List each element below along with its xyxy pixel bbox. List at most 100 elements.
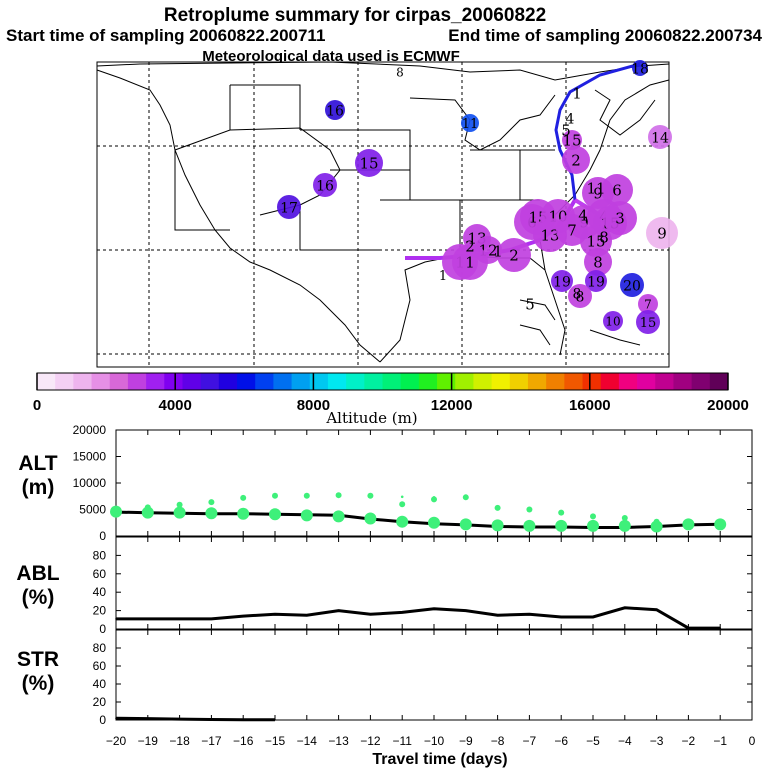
plume-age-label: 4	[566, 111, 575, 127]
plume-circle	[648, 125, 672, 149]
altitude-dot	[399, 501, 406, 508]
plume-age-label: 7	[567, 222, 577, 240]
plume-circle	[568, 284, 592, 308]
plume-circle	[452, 244, 488, 280]
x-tick-label: −10	[424, 734, 445, 748]
altitude-dot	[305, 494, 309, 498]
series-point	[115, 717, 117, 719]
x-tick-label: −12	[360, 734, 381, 748]
y-tick-label: 5000	[79, 503, 106, 517]
y-tick-label: 20	[93, 604, 107, 618]
series-line	[116, 606, 721, 630]
y-tick-label: 20000	[73, 423, 107, 437]
plume-age-label: 2	[465, 238, 475, 256]
x-tick-label: −19	[138, 734, 159, 748]
series-point	[306, 614, 308, 616]
plume-circle	[562, 130, 582, 150]
altitude-dot	[526, 506, 533, 513]
altitude-dot	[173, 506, 186, 519]
altitude-dot	[400, 495, 404, 499]
panel-label: STR (%)	[17, 648, 59, 695]
plume-age-label: 9	[657, 225, 667, 243]
y-tick-label: 60	[93, 659, 107, 673]
panel-frame	[115, 629, 753, 721]
plume-markers: 1881615161711141312615109415391372215961…	[277, 60, 678, 334]
colorbar-cell	[291, 373, 311, 390]
colorbar-cell	[109, 373, 129, 390]
colorbar-tick-label: 12000	[431, 397, 473, 414]
plume-circle	[562, 146, 590, 174]
plume-circle	[313, 173, 337, 197]
series-point	[401, 611, 404, 614]
colorbar-cell	[218, 373, 238, 390]
end-time-label: End time of sampling 20060822.200734	[448, 26, 762, 45]
x-tick-label: −15	[265, 734, 286, 748]
x-tick-label: −9	[459, 734, 473, 748]
altitude-dot	[717, 521, 724, 528]
colorbar-cell	[55, 373, 74, 390]
plume-age-label: 19	[553, 274, 571, 290]
colorbar-cell	[473, 373, 493, 390]
colorbar-cell	[364, 373, 383, 390]
plume-circle	[646, 217, 678, 249]
y-tick-label: 10000	[73, 476, 107, 490]
plume-age-label: 1	[493, 243, 503, 261]
y-tick-label: 0	[99, 713, 106, 727]
figure-title: Retroplume summary for cirpas_20060822	[164, 5, 546, 26]
colorbar-cell	[237, 373, 256, 390]
colorbar-cell	[346, 373, 365, 390]
series-point	[147, 717, 149, 720]
altitude-dot	[431, 496, 437, 503]
colorbar-cell	[400, 373, 420, 390]
colorbar-cell	[655, 373, 674, 390]
y-tick-label: 0	[99, 622, 106, 636]
altitude-dot	[273, 494, 277, 498]
colorbar-tick-label: 8000	[297, 397, 330, 414]
time-series-panels: 0 5000 10000 15000 20000 ALT (m) 0 20 40 60 80 ABL (%…	[16, 423, 755, 768]
colorbar-cell	[309, 373, 329, 390]
plume-circle	[461, 114, 479, 132]
x-tick-label: −5	[586, 734, 600, 748]
series-point	[242, 718, 244, 721]
plume-age-label: 3	[615, 210, 625, 228]
altitude-dot	[332, 510, 345, 523]
plume-age-label: 9	[593, 185, 603, 203]
altitude-dot	[237, 507, 250, 520]
plume-circle	[585, 270, 607, 292]
colorbar-cell	[327, 373, 347, 390]
y-tick-label: 40	[93, 585, 107, 599]
plume-age-label: 11	[462, 117, 479, 132]
altitude-dot	[364, 512, 377, 525]
series-point	[592, 616, 594, 618]
altitude-dot	[300, 509, 313, 522]
altitude-dot	[558, 509, 565, 516]
plume-age-label: 1	[572, 85, 582, 103]
colorbar-tick-label: 4000	[159, 397, 192, 414]
plume-age-label: 5	[561, 122, 571, 140]
colorbar-cell	[673, 373, 693, 390]
plume-circle	[497, 238, 531, 272]
plume-age-label: 18	[631, 61, 649, 77]
panel-alt: 0 5000 10000 15000 20000 ALT (m)	[18, 423, 753, 543]
altitude-dot	[369, 494, 372, 498]
colorbar-cell	[182, 373, 202, 390]
x-tick-label: −8	[491, 734, 505, 748]
colorbar-cell	[91, 373, 111, 390]
x-tick-label: −20	[106, 734, 127, 748]
altitude-dot	[618, 519, 631, 532]
altitude-colorbar: 0 4000 8000 12000 16000 20000 Altitude (m)	[33, 372, 749, 427]
plume-circle	[636, 310, 660, 334]
y-tick-label: 0	[99, 529, 106, 543]
colorbar-cell	[491, 373, 511, 390]
plume-age-label: 20	[623, 278, 641, 294]
colorbar-cell	[127, 373, 147, 390]
colorbar-cell	[600, 373, 620, 390]
altitude-dot	[464, 496, 468, 499]
altitude-dot	[337, 493, 340, 497]
plume-circle	[620, 273, 644, 297]
colorbar-cell	[255, 373, 274, 390]
y-tick-label: 20	[93, 695, 107, 709]
plume-age-label: 8	[576, 289, 585, 305]
series-point	[465, 609, 467, 612]
x-tick-label: −2	[682, 734, 696, 748]
